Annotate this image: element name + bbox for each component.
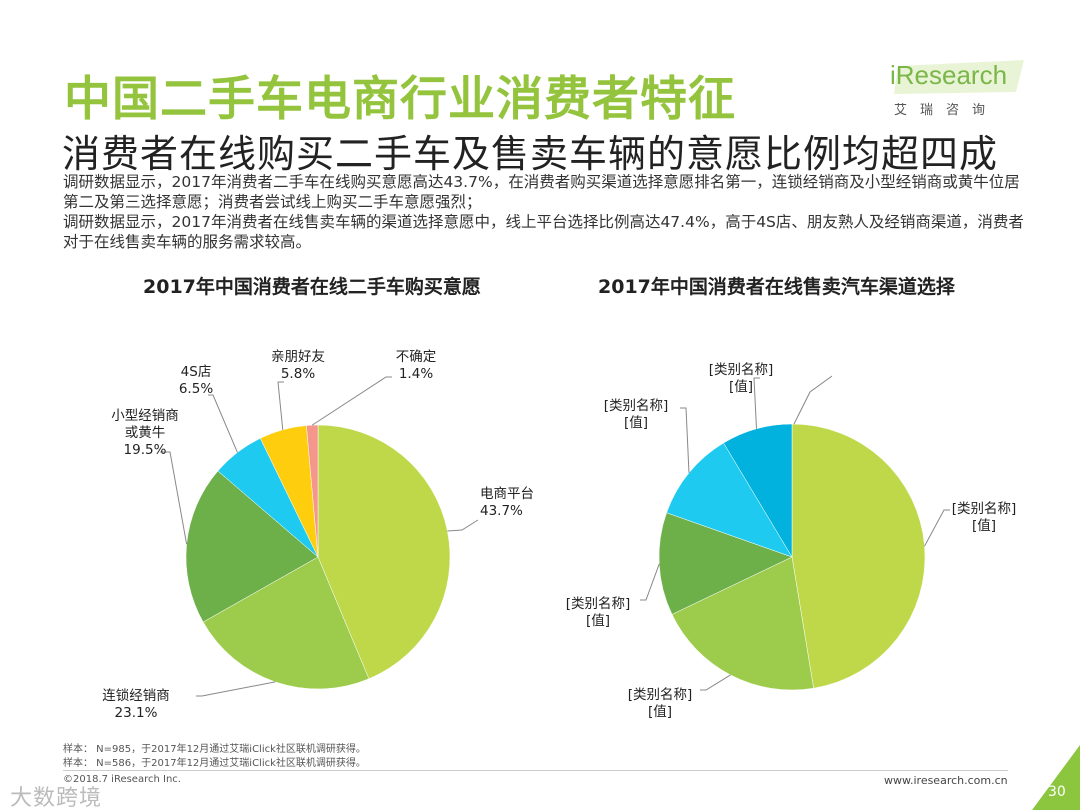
pie-slice [723,423,793,558]
pie-slice [671,556,814,691]
slice-category-label: 电商平台 [480,486,534,502]
pie-slice [791,423,926,689]
slice-value-label: [值] [586,613,610,629]
leader-line [753,377,760,429]
left-chart-title: 2017年中国消费者在线二手车购买意愿 [143,276,481,298]
slice-value-label: 6.5% [179,381,213,397]
leader-line [700,674,731,691]
pie-slice [658,512,793,615]
slice-category-label: 或黄牛 [125,425,166,441]
slice-value-label: [值] [972,518,996,534]
left-pie [185,424,451,690]
logo-word: iResearch [890,60,1008,90]
copyright: ©2018.7 iResearch Inc. [63,774,181,785]
slice-value-label: 19.5% [124,442,167,458]
iresearch-logo: iResearch 艾瑞咨询 [890,58,1030,122]
footnote-sample-1: 样本： N=985，于2017年12月通过艾瑞iClick社区联机调研获得。 [63,744,366,755]
leader-line [196,681,276,697]
logo-subtext: 艾瑞咨询 [894,103,999,118]
corner-accent-icon [1032,745,1080,810]
slice-value-label: 1.4% [399,366,433,382]
page-subtitle: 消费者在线购买二手车及售卖车辆的意愿比例均超四成 [62,132,999,176]
summary-paragraph-2: 调研数据显示，2017年消费者在线售卖车辆的渠道选择意愿中，线上平台选择比例高达… [63,213,1024,251]
pie-slice [317,424,451,680]
leader-line [311,376,392,426]
slice-value-label: [值] [624,415,648,431]
right-chart-title: 2017年中国消费者在线售卖汽车渠道选择 [598,276,955,298]
pie-slice [666,442,793,558]
slice-value-label: 5.8% [281,366,315,382]
slice-category-label: 4S店 [181,364,212,380]
right-pie [658,423,926,691]
leader-line [277,381,284,430]
slice-category-label: 亲朋好友 [271,349,325,365]
slice-category-label: 连锁经销商 [102,688,170,704]
pie-slice [202,556,370,690]
slice-value-label: [值] [648,704,672,720]
slice-category-label: [类别名称] [628,687,693,703]
slice-category-label: 不确定 [396,349,437,365]
pie-slice [185,470,319,623]
slice-value-label: [值] [729,379,753,395]
slice-category-label: [类别名称] [709,362,774,378]
slice-category-label: [类别名称] [952,501,1017,517]
footnote-sample-2: 样本： N=586，于2017年12月通过艾瑞iClick社区联机调研获得。 [63,758,366,769]
slice-value-label: 23.1% [115,705,158,721]
leader-line [640,563,660,601]
leader-line [160,451,188,545]
leader-line [208,394,238,453]
footer-divider [63,770,1008,771]
page-title: 中国二手车电商行业消费者特征 [64,72,736,127]
watermark: 大数跨境 [10,786,103,811]
leader-line [924,509,950,547]
leader-line [793,375,833,425]
slice-value-label: 43.7% [480,503,523,519]
summary-text: 调研数据显示，2017年消费者二手车在线购买意愿高达43.7%，在消费者购买渠道… [63,172,1033,252]
website-link[interactable]: www.iresearch.com.cn [884,774,1008,787]
right-pie-labels: [类别名称][值][类别名称][值][类别名称][值][类别名称][值][类别名… [566,362,1017,720]
pie-slice [306,424,319,558]
slice-category-label: 小型经销商 [111,408,179,424]
slice-category-label: [类别名称] [604,398,669,414]
leader-line [447,519,479,532]
leader-line [680,407,690,473]
page-number: 30 [1048,784,1066,800]
slice-category-label: [类别名称] [566,596,631,612]
logo-badge-icon [894,60,1024,94]
summary-paragraph-1: 调研数据显示，2017年消费者二手车在线购买意愿高达43.7%，在消费者购买渠道… [63,173,1020,211]
